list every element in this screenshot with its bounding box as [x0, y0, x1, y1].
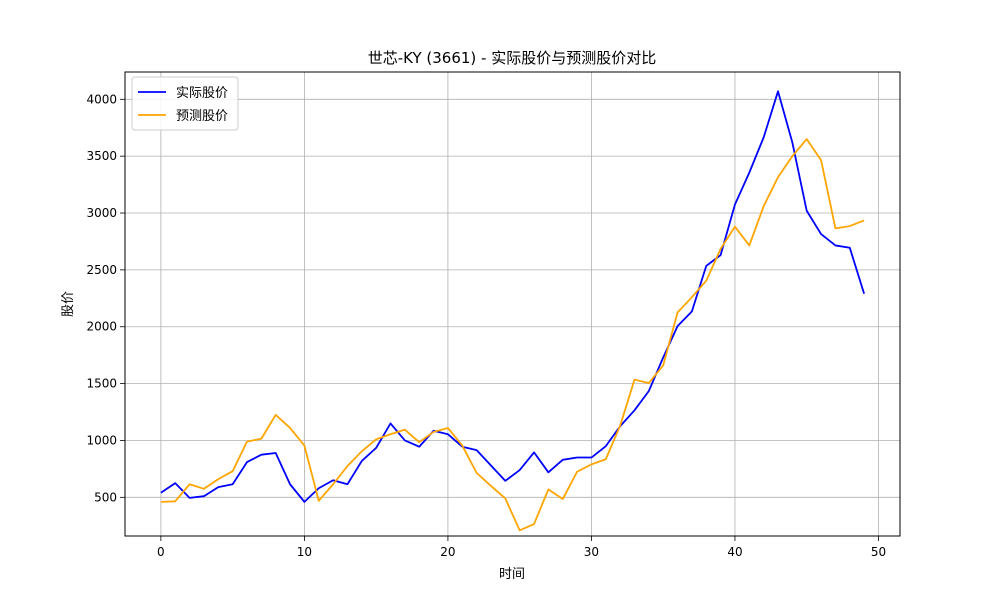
actual-price-line	[160, 90, 865, 503]
y-axis-label: 股价	[61, 291, 76, 317]
x-tick-label: 40	[727, 545, 742, 559]
x-axis-label: 时间	[499, 567, 525, 582]
legend-label-predicted: 预测股价	[176, 109, 228, 124]
x-tick-label: 30	[584, 545, 599, 559]
x-tick-label: 20	[440, 545, 455, 559]
y-tick-label: 2500	[86, 263, 117, 277]
y-tick-label: 2000	[86, 320, 117, 334]
chart-title: 世芯-KY (3661) - 实际股价与预测股价对比	[368, 49, 656, 67]
y-tick-label: 500	[94, 490, 117, 504]
y-tick-label: 1500	[86, 377, 117, 391]
y-tick-label: 1000	[86, 433, 117, 447]
predicted-price-line	[160, 138, 865, 532]
y-tick-label: 3500	[86, 149, 117, 163]
plot-frame	[124, 71, 901, 537]
series-group	[160, 90, 865, 532]
ticks: 0 10 20 30 40 50 500 1000 1500 2000 2500 3000 3500 40…	[86, 92, 886, 559]
x-tick-label: 50	[871, 545, 886, 559]
x-tick-label: 10	[297, 545, 312, 559]
y-tick-label: 4000	[86, 92, 117, 106]
legend-label-actual: 实际股价	[176, 86, 228, 101]
legend-box	[131, 76, 239, 131]
x-tick-label: 0	[157, 545, 165, 559]
y-tick-label: 3000	[86, 206, 117, 220]
legend: 实际股价 预测股价	[131, 76, 239, 131]
